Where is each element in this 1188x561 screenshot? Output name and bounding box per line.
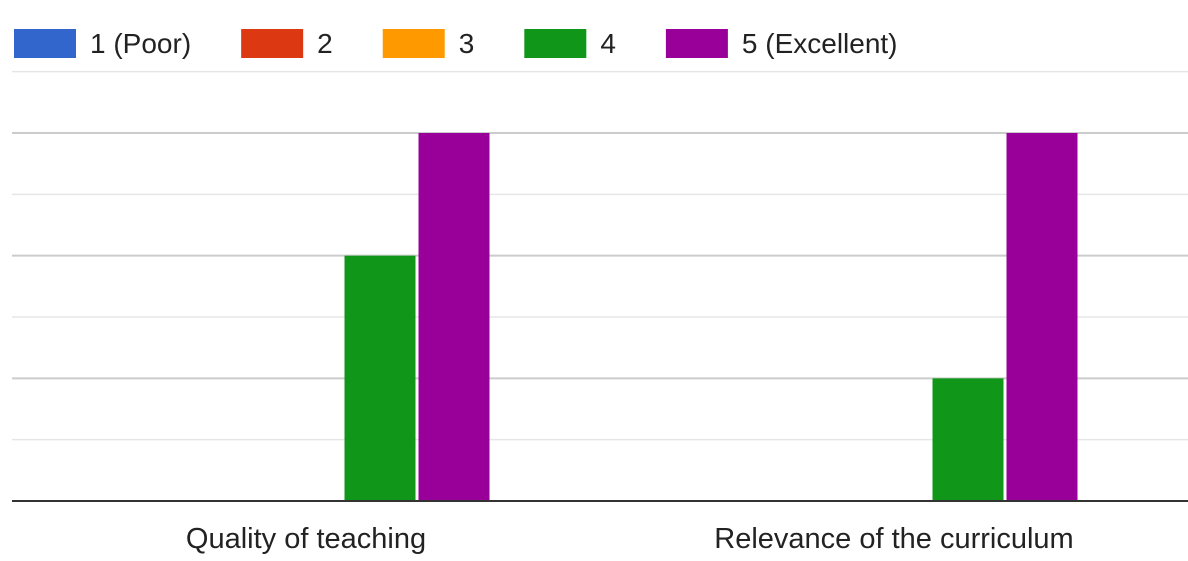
legend-item[interactable]: 5 (Excellent) xyxy=(665,28,898,59)
legend-swatch xyxy=(382,29,445,58)
legend-label: 5 (Excellent) xyxy=(742,28,898,59)
legend: 1 (Poor) 2 3 4 5 (Excellent) xyxy=(14,28,898,59)
gridlines xyxy=(12,70,1188,441)
bar-quality-of-teaching-series-4[interactable] xyxy=(344,255,416,501)
legend-swatch xyxy=(665,29,728,58)
legend-label: 1 (Poor) xyxy=(90,28,191,59)
bar-relevance-of-the-curriculum-series-5[interactable] xyxy=(1006,133,1078,501)
legend-item[interactable]: 3 xyxy=(382,28,475,59)
legend-label: 3 xyxy=(459,28,475,59)
x-tick-label: Quality of teaching xyxy=(186,523,426,555)
x-tick-labels: Quality of teaching Relevance of the curr… xyxy=(186,523,1074,555)
legend-swatch xyxy=(524,29,587,58)
bars xyxy=(344,133,1078,501)
legend-swatch xyxy=(241,29,304,58)
legend-item[interactable]: 2 xyxy=(241,28,333,59)
bar-relevance-of-the-curriculum-series-4[interactable] xyxy=(932,378,1004,501)
bar-quality-of-teaching-series-5[interactable] xyxy=(418,133,490,501)
legend-item[interactable]: 1 (Poor) xyxy=(14,28,191,59)
legend-item[interactable]: 4 xyxy=(524,28,616,59)
legend-label: 2 xyxy=(317,28,333,59)
legend-label: 4 xyxy=(600,28,616,59)
x-tick-label: Relevance of the curriculum xyxy=(714,523,1073,555)
legend-swatch xyxy=(14,29,76,58)
